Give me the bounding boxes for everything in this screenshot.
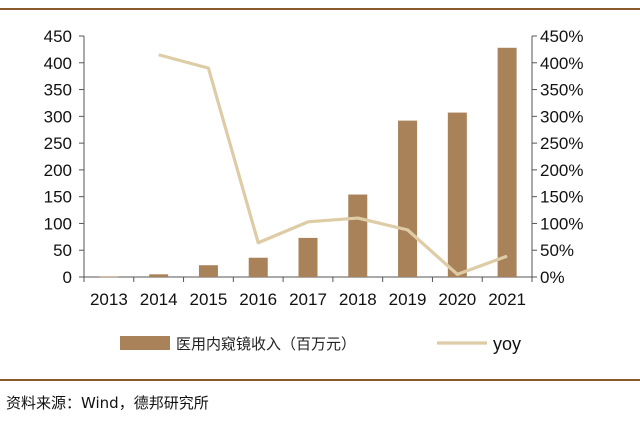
x-axis-ticks: 2013 2014 2015 2016 2017 2018 2019 2020 2021	[83, 277, 533, 309]
bar	[497, 47, 517, 277]
chart: 0 50 100 150 200 250 300 350 400 450 0% 50% 100% 150…	[44, 27, 584, 354]
left-tick-label: 50	[53, 241, 72, 260]
bar	[99, 276, 119, 278]
bar	[398, 120, 418, 278]
bar	[198, 265, 218, 277]
legend-line-label: yoy	[493, 334, 521, 354]
bottom-rule	[0, 379, 640, 381]
right-tick-label: 250%	[540, 134, 583, 153]
right-tick-label: 50%	[540, 241, 574, 260]
bar	[447, 112, 467, 277]
right-tick-label: 400%	[540, 54, 583, 73]
bar	[149, 274, 169, 277]
source-note: 资料来源：Wind，德邦研究所	[6, 394, 209, 412]
right-tick-label: 150%	[540, 188, 583, 207]
right-tick-label: 350%	[540, 81, 583, 100]
bar	[248, 257, 268, 277]
bar-series	[99, 47, 517, 278]
left-tick-label: 200	[44, 161, 72, 180]
right-tick-label: 200%	[540, 161, 583, 180]
x-tick-label: 2021	[488, 290, 526, 309]
x-tick-label: 2014	[140, 290, 178, 309]
yoy-line-series	[158, 53, 508, 276]
right-axis-ticks: 0% 50% 100% 150% 200% 250% 300% 350% 400% 450%	[532, 27, 583, 287]
x-tick-label: 2016	[239, 290, 277, 309]
x-tick-label: 2017	[289, 290, 327, 309]
right-tick-label: 100%	[540, 214, 583, 233]
right-tick-label: 450%	[540, 27, 583, 46]
left-tick-label: 250	[44, 134, 72, 153]
right-tick-label: 0%	[540, 268, 565, 287]
x-tick-label: 2020	[438, 290, 476, 309]
left-tick-label: 450	[44, 27, 72, 46]
x-tick-label: 2019	[389, 290, 427, 309]
left-tick-label: 0	[63, 268, 72, 287]
bar	[348, 194, 368, 277]
top-rule	[0, 8, 640, 10]
right-tick-label: 300%	[540, 107, 583, 126]
yoy-line	[158, 53, 508, 276]
left-tick-label: 100	[44, 214, 72, 233]
legend: 医用内窥镜收入（百万元） yoy	[120, 334, 521, 354]
legend-bar-label: 医用内窥镜收入（百万元）	[176, 335, 356, 353]
left-tick-label: 150	[44, 188, 72, 207]
x-tick-label: 2013	[90, 290, 128, 309]
left-axis-ticks: 0 50 100 150 200 250 300 350 400 450	[44, 27, 84, 287]
left-tick-label: 350	[44, 81, 72, 100]
left-tick-label: 400	[44, 54, 72, 73]
bar	[298, 237, 318, 277]
legend-bar-swatch	[120, 336, 170, 350]
left-tick-label: 300	[44, 107, 72, 126]
x-tick-label: 2015	[190, 290, 228, 309]
x-tick-label: 2018	[339, 290, 377, 309]
